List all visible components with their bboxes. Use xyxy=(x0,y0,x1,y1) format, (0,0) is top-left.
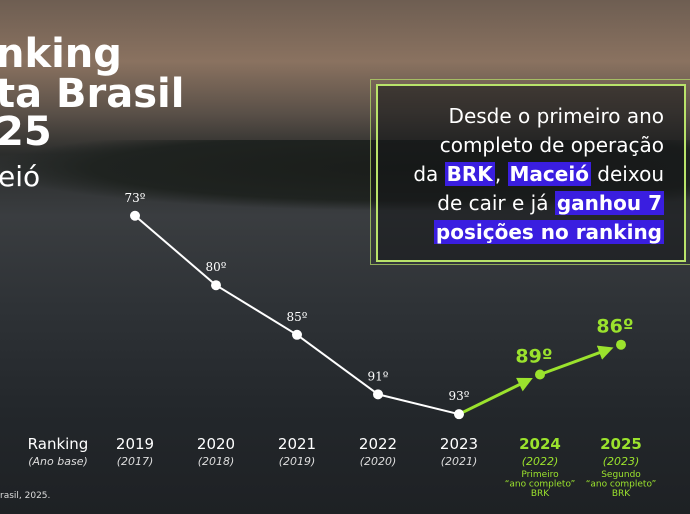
callout-line: de cair e já ganhou 7 xyxy=(413,189,664,218)
callout-box: Desde o primeiro ano completo de operação… xyxy=(376,84,686,262)
line-segment xyxy=(296,333,379,396)
point xyxy=(373,389,383,400)
highlight: BRK xyxy=(444,162,495,186)
text: , xyxy=(494,162,508,186)
x-tick-label: 2023 xyxy=(440,435,478,453)
title-line: ta Brasil xyxy=(0,71,185,117)
point xyxy=(454,409,464,420)
annotation: BRK xyxy=(612,489,631,499)
callout-line: completo de operação xyxy=(413,131,664,160)
axis-sublabel: (Ano base) xyxy=(28,455,88,468)
highlight: Maceió xyxy=(507,162,591,186)
annotation: “ano completo” xyxy=(505,480,576,490)
arrow-segment xyxy=(539,345,614,376)
text: da xyxy=(413,162,445,186)
line-segment xyxy=(134,215,217,286)
value-label: 89º xyxy=(515,345,552,367)
x-tick-sublabel: (2020) xyxy=(360,455,397,468)
highlight: posições no ranking xyxy=(433,220,664,244)
callout-line: posições no ranking xyxy=(413,218,664,247)
subtitle: eió xyxy=(0,160,41,193)
x-tick-label: 2021 xyxy=(278,435,316,453)
value-label: 86º xyxy=(596,316,633,338)
line-segment xyxy=(215,284,298,336)
annotation: “ano completo” xyxy=(586,480,657,490)
callout-line: Desde o primeiro ano xyxy=(413,102,664,131)
annotation: BRK xyxy=(531,489,550,499)
value-label: 91º xyxy=(368,369,389,383)
x-tick-label: 2022 xyxy=(359,435,397,453)
callout-text: Desde o primeiro ano completo de operação… xyxy=(413,102,664,247)
x-tick-sublabel: (2023) xyxy=(603,455,640,468)
highlight: ganhou 7 xyxy=(554,191,664,215)
x-tick-sublabel: (2022) xyxy=(522,455,559,468)
annotation: Primeiro xyxy=(521,470,559,480)
x-tick-sublabel: (2021) xyxy=(441,455,478,468)
text: deixou xyxy=(590,162,664,186)
point xyxy=(535,369,545,380)
x-tick-sublabel: (2019) xyxy=(279,455,316,468)
title-line: 25 xyxy=(0,109,52,155)
text: Desde o primeiro ano xyxy=(448,104,664,128)
point xyxy=(616,339,626,350)
x-tick-sublabel: (2018) xyxy=(198,455,235,468)
point xyxy=(130,210,140,221)
annotation: Segundo xyxy=(601,470,641,480)
arrow-segment xyxy=(458,377,533,416)
point xyxy=(292,329,302,340)
callout-frame xyxy=(370,79,690,265)
x-tick-label: 2020 xyxy=(197,435,235,453)
footnote: rasil, 2025. xyxy=(0,491,51,501)
value-label: 73º xyxy=(125,191,146,205)
x-tick-sublabel: (2017) xyxy=(117,455,154,468)
title-line: nking xyxy=(0,31,122,77)
value-label: 80º xyxy=(206,260,227,274)
x-tick-label: 2025 xyxy=(600,435,642,453)
point xyxy=(211,280,221,291)
line-segment xyxy=(377,393,460,416)
axis-label: Ranking xyxy=(28,435,89,453)
text: completo de operação xyxy=(439,133,664,157)
value-label: 85º xyxy=(287,310,308,324)
text: de cair e já xyxy=(437,191,555,215)
value-label: 93º xyxy=(449,389,470,403)
callout-line: da BRK, Maceió deixou xyxy=(413,160,664,189)
x-tick-label: 2024 xyxy=(519,435,561,453)
x-tick-label: 2019 xyxy=(116,435,154,453)
